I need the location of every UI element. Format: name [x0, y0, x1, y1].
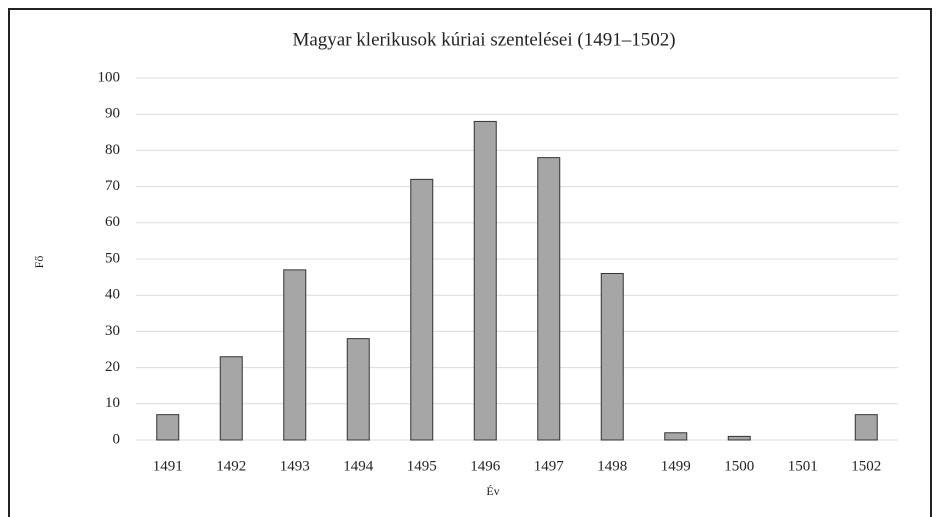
x-tick-label: 1502	[851, 458, 881, 474]
bar	[410, 178, 434, 441]
bar	[664, 432, 688, 441]
bar	[727, 435, 751, 441]
x-tick-label: 1500	[724, 458, 754, 474]
y-axis-title: Fő	[32, 256, 46, 269]
bar	[537, 157, 561, 441]
y-tick-label: 60	[105, 214, 120, 230]
x-tick-label: 1498	[597, 458, 627, 474]
y-tick-label: 40	[105, 287, 120, 303]
x-tick-label: 1492	[216, 458, 246, 474]
frame	[8, 8, 932, 517]
y-tick-label: 80	[105, 142, 120, 158]
x-tick-label: 1496	[470, 458, 501, 474]
bar	[854, 414, 878, 441]
y-tick-label: 70	[105, 178, 120, 194]
x-tick-label: 1494	[343, 458, 374, 474]
y-tick-label: 20	[105, 359, 120, 375]
chart-title: Magyar klerikusok kúriai szentelései (14…	[292, 29, 675, 50]
x-tick-label: 1493	[280, 458, 310, 474]
y-tick-label: 100	[98, 69, 121, 85]
x-tick-label: 1499	[661, 458, 691, 474]
y-tick-label: 10	[105, 395, 120, 411]
bar	[600, 272, 624, 441]
bar	[346, 338, 370, 441]
y-tick-label: 30	[105, 323, 120, 339]
y-tick-label: 90	[105, 106, 120, 122]
bar	[219, 356, 243, 441]
x-tick-label: 1501	[788, 458, 818, 474]
x-tick-label: 1495	[407, 458, 437, 474]
x-tick-label: 1491	[153, 458, 183, 474]
x-tick-label: 1497	[534, 458, 565, 474]
bar	[283, 269, 307, 441]
bar	[473, 120, 497, 441]
x-axis-title: Év	[486, 484, 499, 498]
bar	[156, 414, 180, 441]
y-tick-label: 0	[113, 431, 121, 447]
y-tick-label: 50	[105, 250, 120, 266]
